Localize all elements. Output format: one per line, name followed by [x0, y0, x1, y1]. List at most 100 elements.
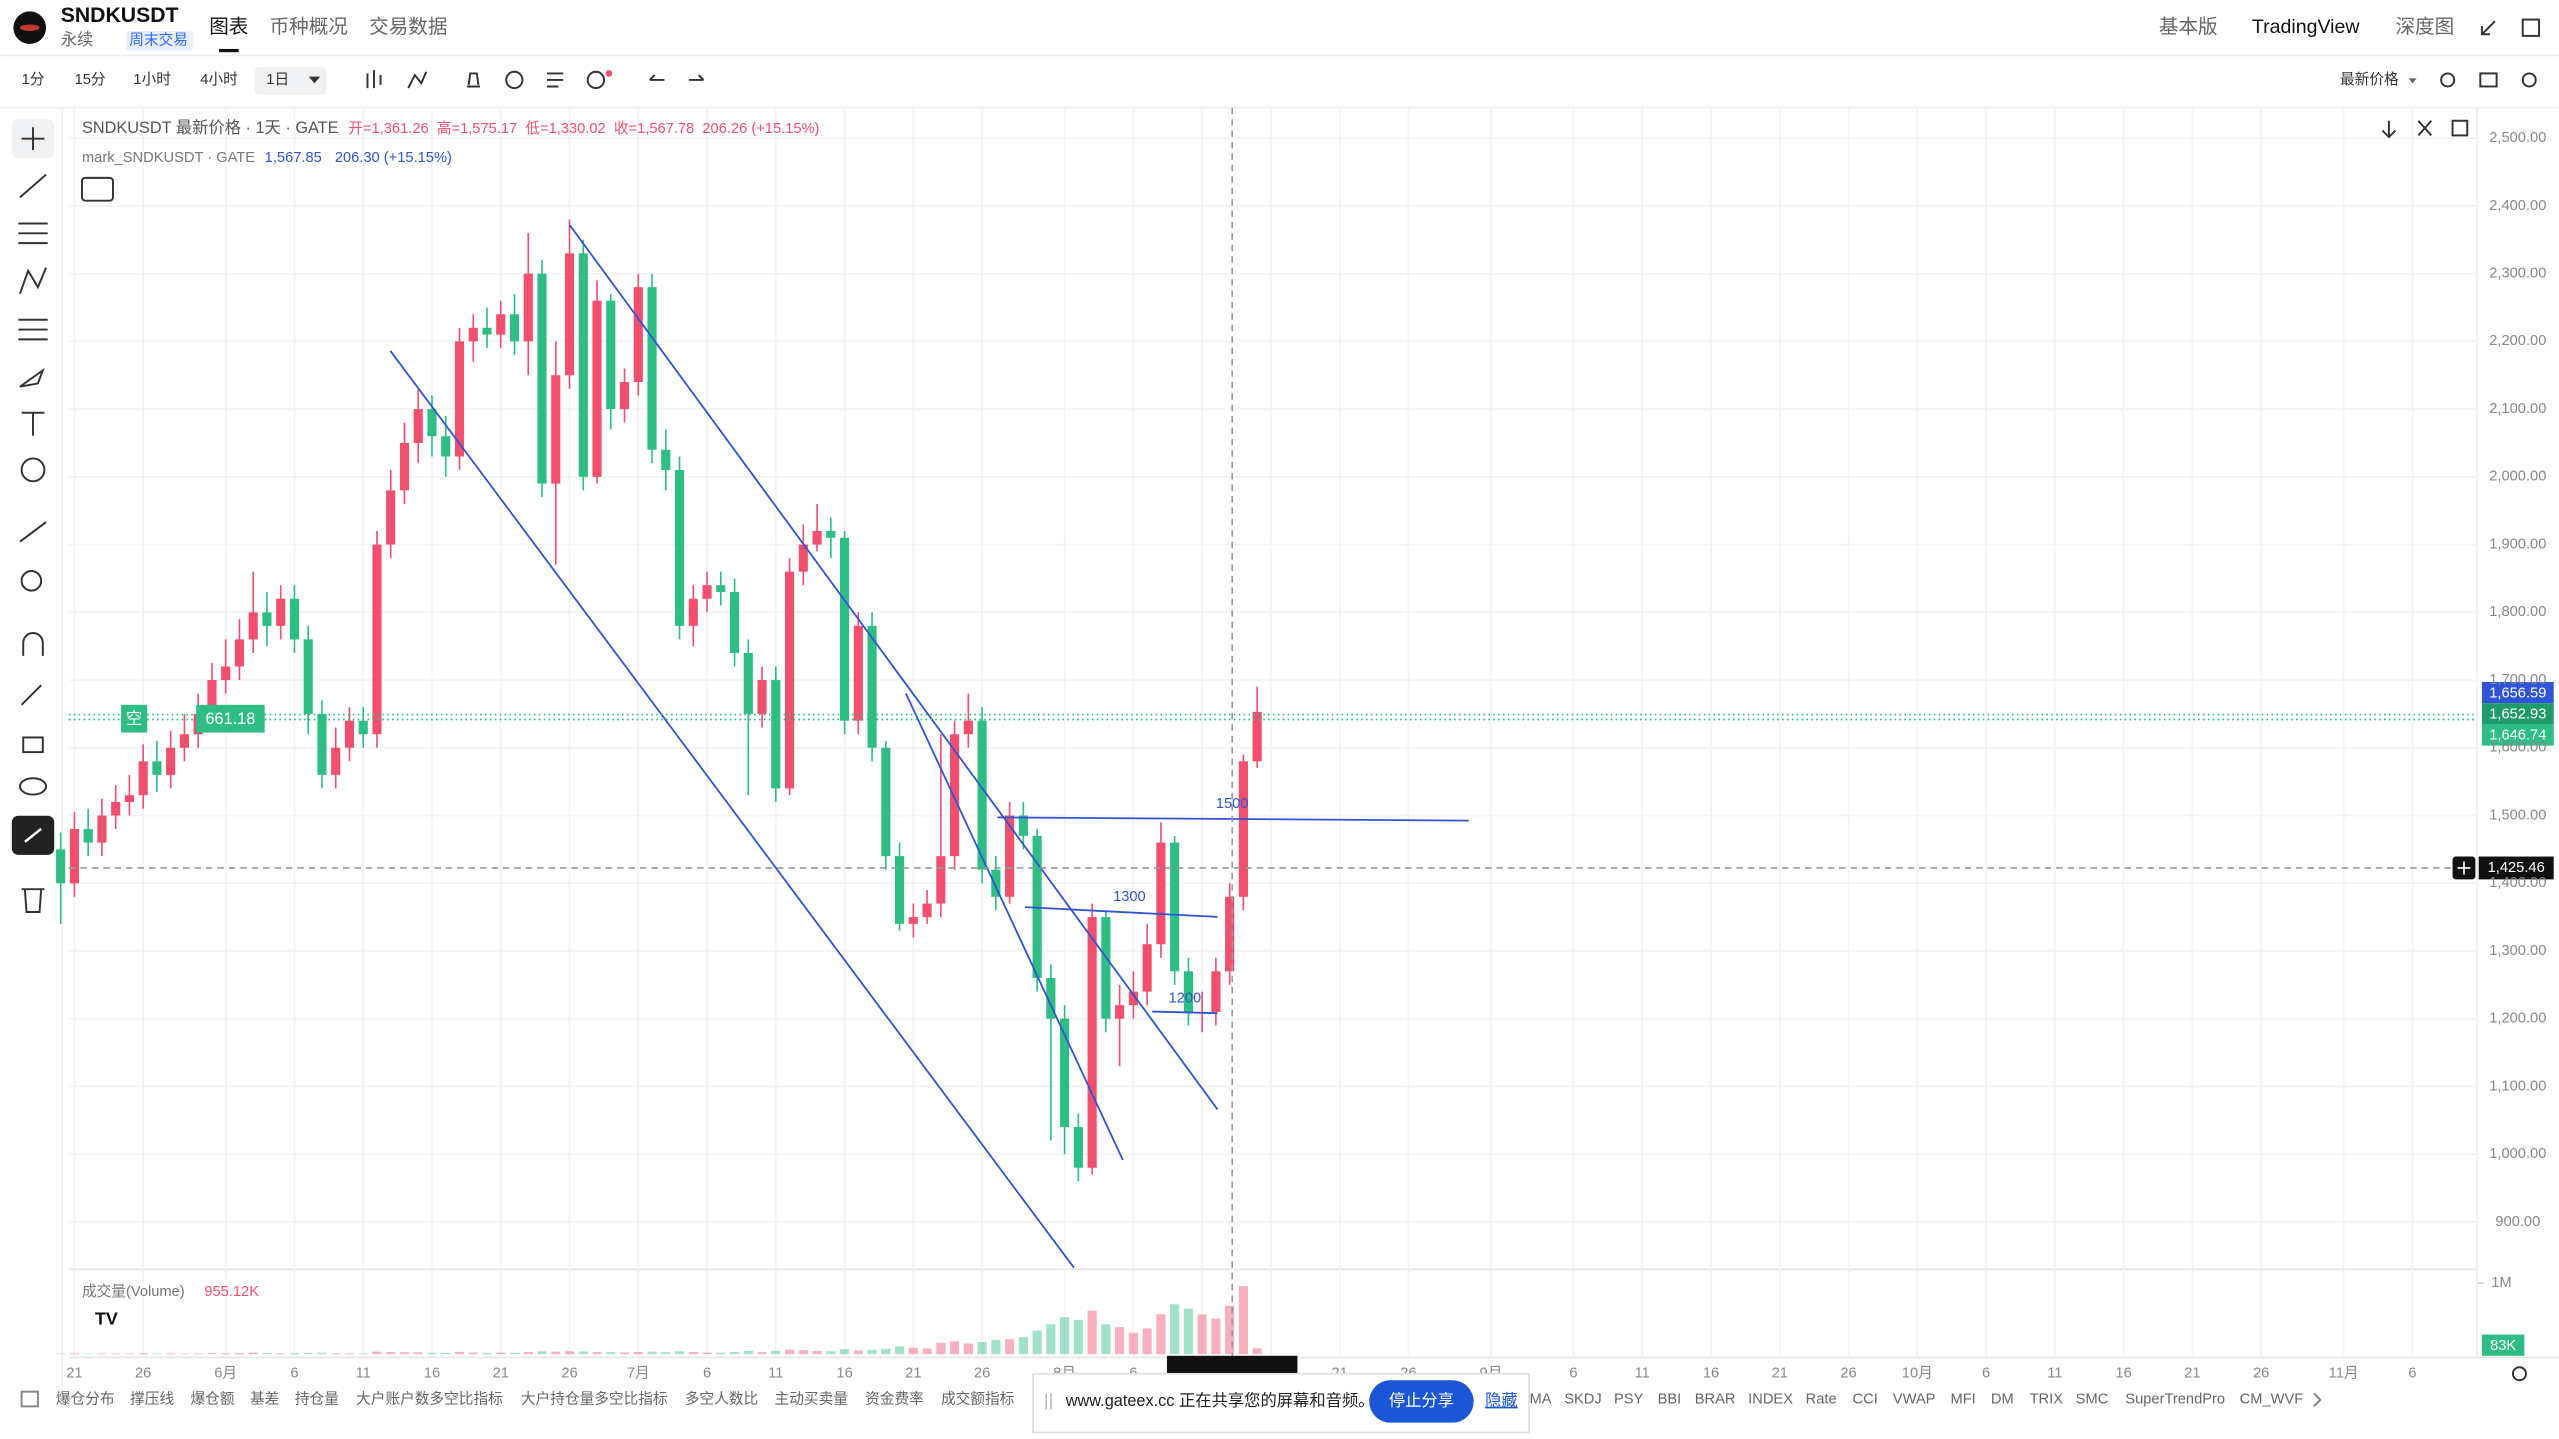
- tool-trash[interactable]: [21, 888, 45, 913]
- volume-bar: [881, 1348, 891, 1355]
- tool-settings[interactable]: [2521, 72, 2537, 88]
- tool-zoom[interactable]: [20, 570, 43, 592]
- tab[interactable]: 图表: [209, 16, 248, 38]
- indicator[interactable]: BRAR: [1695, 1392, 1736, 1408]
- indicator[interactable]: 主动买卖量: [775, 1391, 849, 1408]
- indicator[interactable]: Rate: [1806, 1392, 1837, 1408]
- tool-add[interactable]: [586, 70, 606, 90]
- indicator[interactable]: INDEX: [1748, 1392, 1793, 1408]
- indicator[interactable]: 撑压线: [130, 1391, 174, 1408]
- indicator[interactable]: MA: [1530, 1392, 1552, 1408]
- tool-eye[interactable]: [18, 777, 48, 796]
- tool-link[interactable]: [24, 827, 42, 843]
- candle-body: [551, 375, 561, 484]
- tool-pattern[interactable]: [19, 267, 47, 295]
- legend-toggle[interactable]: [80, 176, 114, 202]
- indicator[interactable]: 资金费率: [865, 1391, 924, 1408]
- interval[interactable]: 1日: [266, 72, 289, 88]
- hide-share[interactable]: 隐藏: [1485, 1392, 1518, 1410]
- indicator[interactable]: 基差: [250, 1391, 279, 1408]
- tool-replay[interactable]: [505, 70, 524, 90]
- indicator[interactable]: MFI: [1950, 1392, 1975, 1408]
- indicator[interactable]: BBI: [1658, 1392, 1682, 1408]
- tool-fib[interactable]: [18, 318, 48, 341]
- indicator[interactable]: 成交额指标: [941, 1390, 1015, 1408]
- volume-bar: [853, 1350, 863, 1355]
- tool-text[interactable]: [21, 411, 45, 436]
- price-type[interactable]: 最新价格: [2340, 71, 2399, 88]
- indicator[interactable]: 爆仓额: [190, 1391, 234, 1408]
- tool-redo[interactable]: [688, 74, 705, 81]
- position-side-box[interactable]: [121, 704, 148, 733]
- indicator[interactable]: VWAP: [1893, 1392, 1936, 1408]
- tool-ruler[interactable]: [19, 521, 47, 543]
- indicator[interactable]: SKDJ: [1564, 1392, 1602, 1408]
- indicator[interactable]: 爆仓分布: [56, 1391, 115, 1408]
- interval-active[interactable]: [254, 66, 327, 95]
- indicator[interactable]: 多空人数比: [685, 1391, 758, 1408]
- tool-brush[interactable]: [19, 367, 45, 388]
- drawing-label: 1300: [1113, 889, 1146, 905]
- interval-dropdown[interactable]: [308, 76, 321, 84]
- volume-bar: [1087, 1310, 1097, 1355]
- left-tools[interactable]: [11, 119, 55, 913]
- tool-alert[interactable]: [467, 72, 481, 88]
- interval[interactable]: 4小时: [200, 71, 238, 88]
- crosshair-add[interactable]: [2457, 861, 2471, 875]
- indicator-icon[interactable]: [20, 1390, 39, 1408]
- tool-magnet[interactable]: [22, 632, 44, 656]
- view-option[interactable]: 基本版: [2159, 16, 2218, 38]
- indicator-bar: 21266月6111621267月6111621268月6111621269月6…: [56, 1366, 2417, 1408]
- candle-body: [179, 734, 190, 748]
- tool-candles[interactable]: [366, 70, 382, 89]
- fullscreen-icon[interactable]: [2480, 20, 2496, 36]
- x-tick-label: 11: [768, 1366, 783, 1382]
- tool-emoji[interactable]: [20, 457, 46, 483]
- stop-share-button[interactable]: [1369, 1380, 1474, 1423]
- indicator[interactable]: TRIX: [2030, 1392, 2064, 1408]
- tool-undo[interactable]: [649, 74, 665, 81]
- position-side[interactable]: 空: [126, 710, 142, 728]
- indicator-next[interactable]: [2313, 1392, 2322, 1408]
- tool-line[interactable]: [19, 173, 47, 199]
- indicator[interactable]: 大户持仓量多空比指标: [521, 1391, 668, 1408]
- tool-collapse[interactable]: [2417, 120, 2433, 137]
- indicator[interactable]: DM: [1991, 1392, 2014, 1408]
- tab[interactable]: 交易数据: [369, 16, 447, 38]
- axis-settings[interactable]: [2511, 1366, 2527, 1382]
- legend-ohlc: 高=1,575.17: [437, 120, 517, 137]
- interval[interactable]: 15分: [75, 71, 106, 88]
- tool-download[interactable]: [2381, 120, 2397, 139]
- interval[interactable]: 1小时: [133, 71, 171, 88]
- symbol[interactable]: SNDKUSDT: [61, 4, 179, 27]
- indicator[interactable]: CM_WVF: [2240, 1392, 2304, 1408]
- view-option[interactable]: 深度图: [2395, 16, 2454, 38]
- indicator[interactable]: 持仓量: [295, 1391, 339, 1408]
- tool-search[interactable]: [2440, 72, 2456, 88]
- chart-tools[interactable]: [80, 70, 2537, 202]
- tool-lock-draw[interactable]: [20, 684, 42, 706]
- tool-maximize[interactable]: [2451, 119, 2469, 137]
- tab[interactable]: 币种概况: [270, 16, 348, 38]
- indicator[interactable]: CCI: [1853, 1392, 1878, 1408]
- candle-body: [372, 544, 382, 735]
- tool-indicators[interactable]: [407, 71, 428, 89]
- volume-bar: [1252, 1348, 1262, 1355]
- tool-camera[interactable]: [2479, 72, 2498, 88]
- tool-lines[interactable]: [18, 222, 48, 245]
- view-option[interactable]: TradingView: [2252, 16, 2361, 38]
- price-type-dropdown[interactable]: [2408, 78, 2417, 84]
- tool-cross[interactable]: [21, 127, 45, 151]
- window-icon[interactable]: [2521, 18, 2541, 37]
- position-pnl-box[interactable]: [196, 704, 265, 733]
- position-pnl[interactable]: 661.18: [206, 710, 256, 728]
- candle-body: [138, 761, 148, 796]
- interval[interactable]: 1分: [22, 71, 45, 88]
- indicator[interactable]: SMC: [2076, 1392, 2109, 1408]
- indicator[interactable]: PSY: [1614, 1392, 1644, 1408]
- indicator[interactable]: SuperTrendPro: [2125, 1392, 2225, 1408]
- stop-share[interactable]: 停止分享: [1389, 1392, 1454, 1410]
- tool-template[interactable]: [546, 72, 564, 88]
- indicator[interactable]: 大户账户数多空比指标: [356, 1391, 503, 1408]
- tool-lock[interactable]: [22, 736, 44, 754]
